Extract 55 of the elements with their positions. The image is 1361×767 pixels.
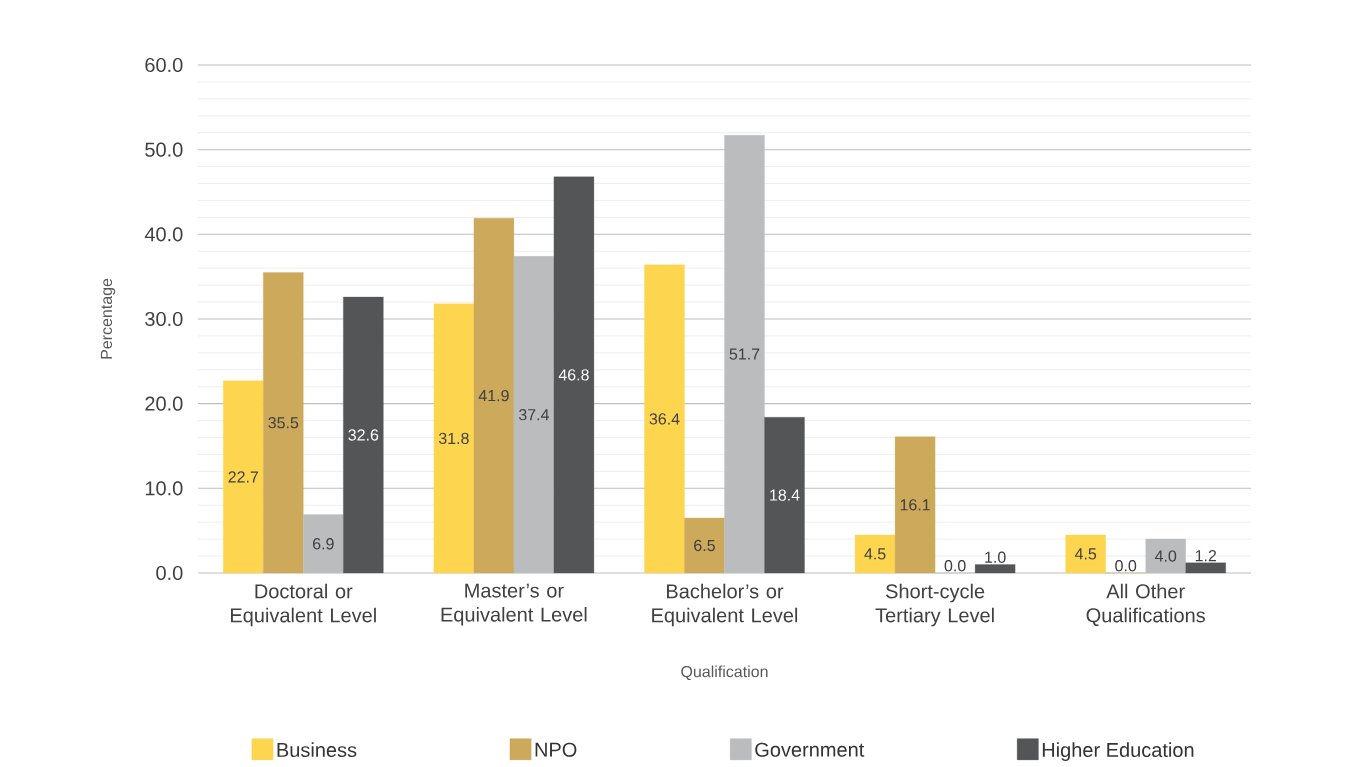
y-tick-label: 0.0 [156,565,183,581]
data-label: 6.5 [694,539,715,552]
data-label: 0.0 [944,560,966,572]
bar [974,564,1016,574]
legend-label: Business [277,742,357,758]
data-label: 36.4 [649,413,680,425]
bar [433,303,475,574]
x-axis-title: Qualification [681,665,768,681]
data-label: 18.4 [770,489,800,501]
data-label: 1.2 [1195,550,1217,562]
bar [894,436,936,574]
x-tick-label: Short-cycle Tertiary Level [875,583,994,627]
bar [1145,538,1186,574]
bar [1065,534,1106,574]
x-tick-label: All Other Qualifications [1086,583,1205,626]
data-label: 31.8 [438,432,469,445]
bar [303,514,344,574]
bar [513,256,555,574]
y-tick-label: 40.0 [144,227,183,242]
y-tick-label: 60.0 [145,57,183,73]
data-label: 4.0 [1154,550,1177,562]
bar [553,176,595,574]
data-label: 6.9 [313,538,334,550]
legend-label: Government [755,742,865,757]
legend-label: Higher Education [1042,742,1194,761]
data-label: 4.5 [1074,548,1097,560]
bar [263,272,304,574]
y-tick-label: 30.0 [145,311,183,327]
bar [473,218,515,574]
bar [644,264,685,574]
data-label: 4.5 [864,548,886,560]
x-tick-label: Master’s or Equivalent Level [441,583,587,626]
x-tick-label: Doctoral or Equivalent Level [231,583,376,627]
bar [343,296,384,574]
data-label: 46.8 [558,369,589,381]
bar [223,380,264,574]
y-tick-label: 50.0 [145,142,183,157]
y-tick-label: 20.0 [145,396,183,411]
y-axis-title: Percentage [100,278,116,359]
data-label: 32.6 [348,429,379,441]
data-label: 22.7 [228,471,259,483]
legend-label: NPO [535,742,577,757]
bar [854,534,896,574]
bar [1185,562,1226,574]
data-label: 0.0 [1115,560,1137,572]
bar [684,517,725,574]
data-label: 1.0 [985,551,1006,563]
x-tick-label: Bachelor’s or Equivalent Level [652,583,798,627]
bar [764,417,805,574]
data-label: 51.7 [729,348,760,360]
y-tick-label: 10.0 [145,481,183,496]
data-label: 35.5 [268,417,299,429]
data-label: 37.4 [518,409,550,421]
data-label: 41.9 [478,389,509,402]
data-label: 16.1 [900,499,930,511]
